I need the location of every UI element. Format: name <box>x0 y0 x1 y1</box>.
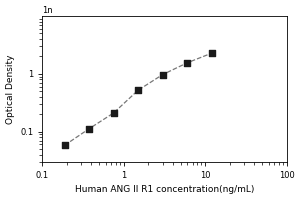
Point <box>185 61 190 64</box>
Text: 1n: 1n <box>42 6 53 15</box>
Point <box>62 144 67 147</box>
Point <box>111 111 116 115</box>
Point <box>87 127 92 130</box>
Point <box>209 52 214 55</box>
Point <box>136 89 140 92</box>
X-axis label: Human ANG II R1 concentration(ng/mL): Human ANG II R1 concentration(ng/mL) <box>75 185 254 194</box>
Point <box>160 73 165 76</box>
Y-axis label: Optical Density: Optical Density <box>6 54 15 124</box>
